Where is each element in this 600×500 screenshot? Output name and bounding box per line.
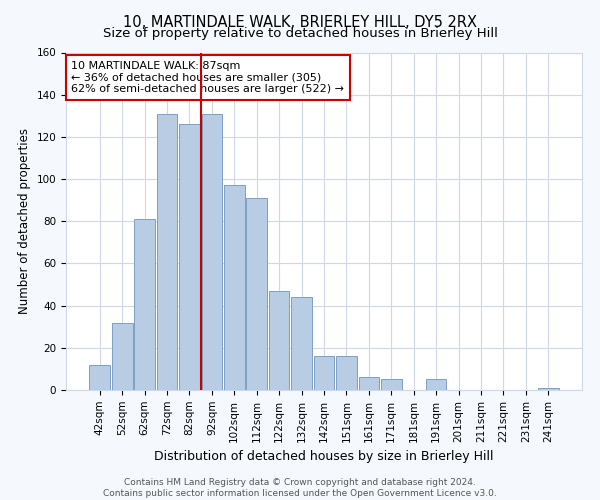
Bar (426, 380, 446, 390)
Bar (538, 388, 559, 390)
Y-axis label: Number of detached properties: Number of detached properties (18, 128, 31, 314)
Text: Size of property relative to detached houses in Brierley Hill: Size of property relative to detached ho… (103, 28, 497, 40)
Bar (291, 297, 312, 390)
Bar (336, 356, 357, 390)
Text: Contains HM Land Registry data © Crown copyright and database right 2024.
Contai: Contains HM Land Registry data © Crown c… (103, 478, 497, 498)
Bar (224, 186, 245, 390)
Bar (314, 356, 334, 390)
Bar (381, 380, 401, 390)
Bar (359, 378, 379, 390)
Text: 10, MARTINDALE WALK, BRIERLEY HILL, DY5 2RX: 10, MARTINDALE WALK, BRIERLEY HILL, DY5 … (123, 15, 477, 30)
Bar (269, 291, 289, 390)
X-axis label: Distribution of detached houses by size in Brierley Hill: Distribution of detached houses by size … (154, 450, 494, 463)
Bar (112, 322, 133, 390)
Bar (134, 219, 155, 390)
Bar (89, 364, 110, 390)
Bar (157, 114, 178, 390)
Bar (247, 198, 267, 390)
Bar (202, 114, 222, 390)
Text: 10 MARTINDALE WALK: 87sqm
← 36% of detached houses are smaller (305)
62% of semi: 10 MARTINDALE WALK: 87sqm ← 36% of detac… (71, 61, 344, 94)
Bar (179, 124, 200, 390)
